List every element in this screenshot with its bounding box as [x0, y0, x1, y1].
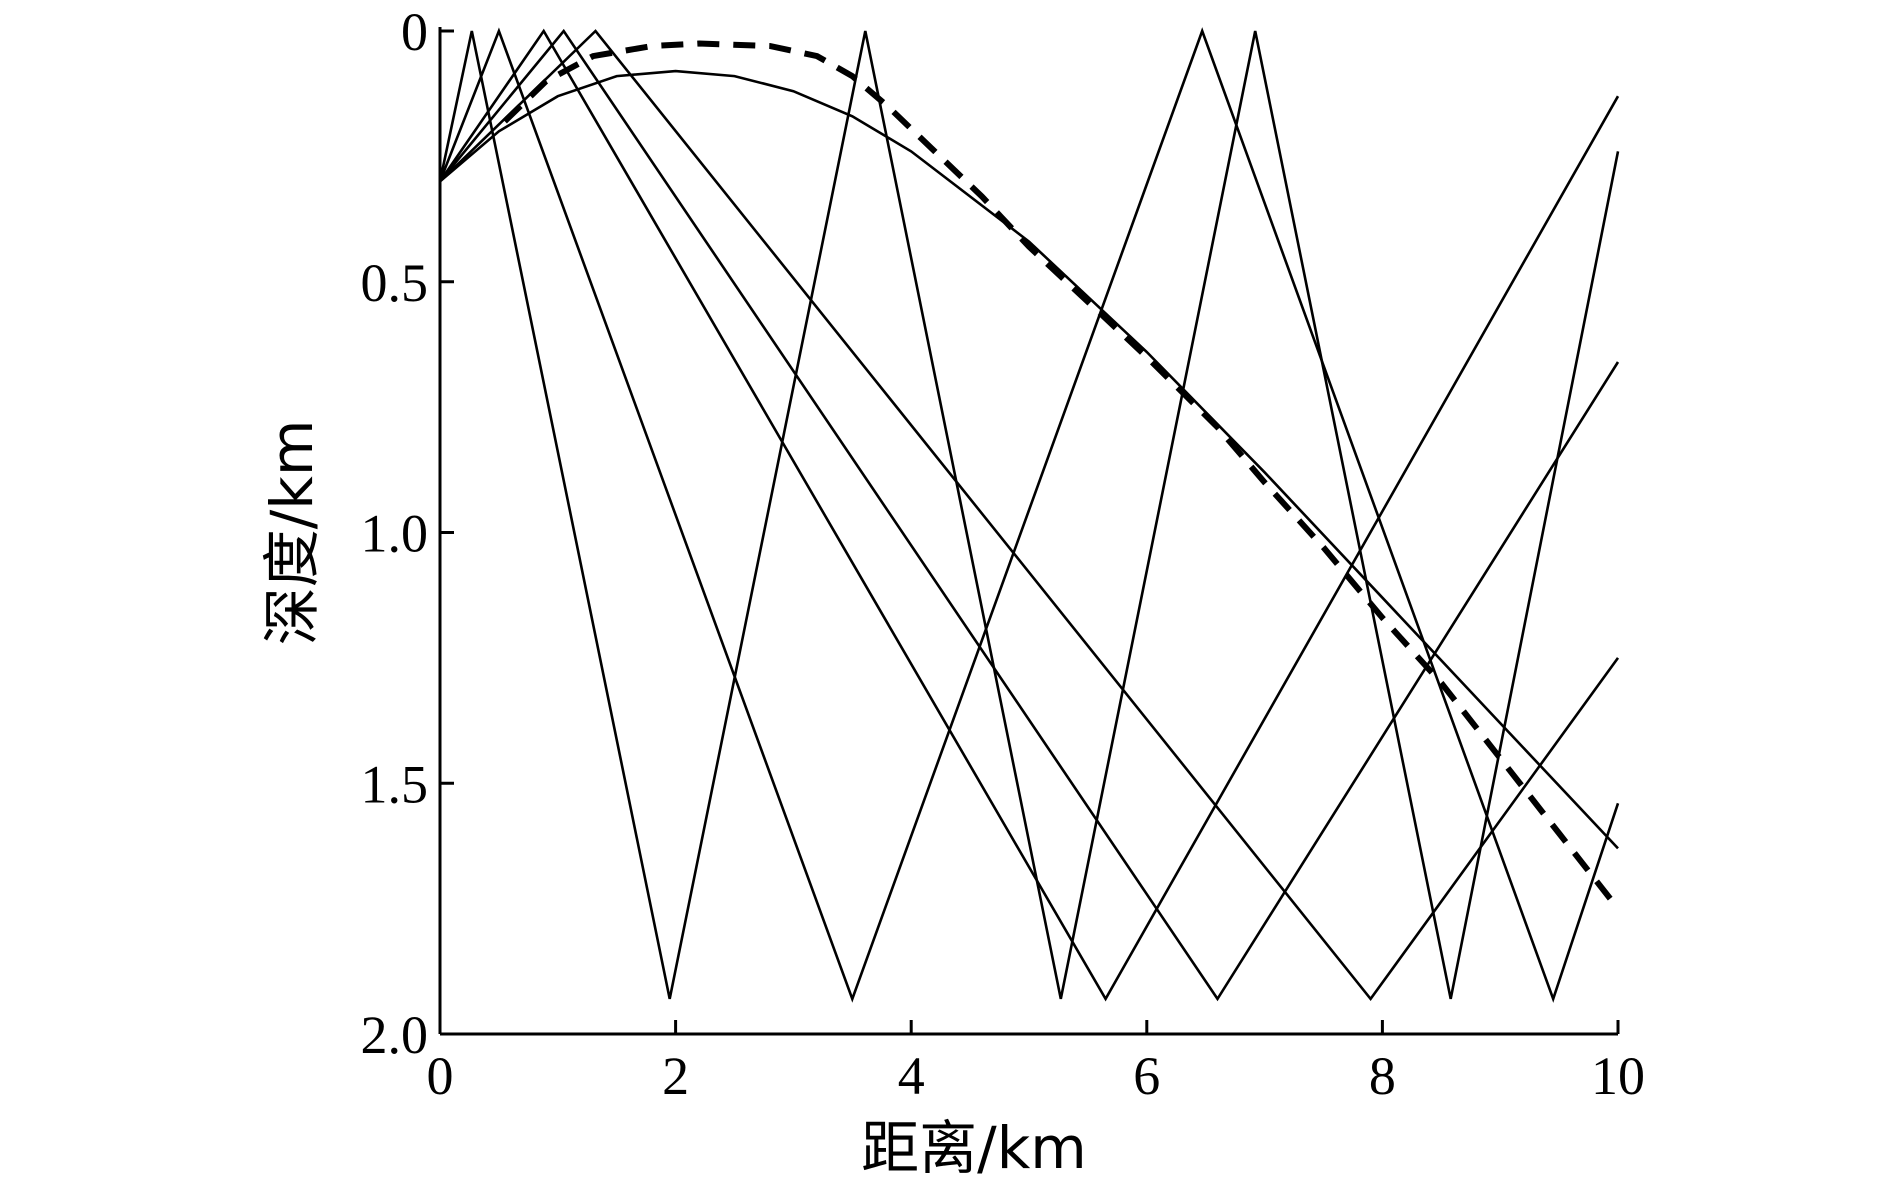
x-tick-label: 8: [1369, 1046, 1396, 1106]
ray-path-1: [438, 30, 1620, 1000]
x-axis-title: 距离/km: [861, 1114, 1087, 1182]
y-tick-label: 2.0: [361, 1005, 429, 1065]
ray-path-4: [438, 28, 1620, 1002]
y-tick-label: 0: [401, 2, 428, 62]
y-tick-label: 1.0: [361, 504, 429, 564]
x-tick-label: 2: [662, 1046, 689, 1106]
x-tick-label: 6: [1133, 1046, 1160, 1106]
x-tick-label: 0: [427, 1046, 454, 1106]
axes: 0 2 4 6 8 10 0 0.5 1.0 1.5 2.0: [361, 2, 1646, 1106]
y-tick-label: 0.5: [361, 253, 429, 313]
ray-path-5: [439, 29, 1620, 1002]
y-axis-title: 深度/km: [258, 420, 326, 646]
ray-path-3: [438, 28, 1620, 1002]
x-tick-label: 10: [1591, 1046, 1645, 1106]
ray-path-2: [438, 27, 1620, 1003]
dashed-curve: [502, 40, 1621, 911]
x-tick-label: 4: [898, 1046, 925, 1106]
ray-path-6: [439, 69, 1619, 850]
y-tick-label: 1.5: [361, 754, 429, 814]
ray-paths: [438, 27, 1621, 1003]
